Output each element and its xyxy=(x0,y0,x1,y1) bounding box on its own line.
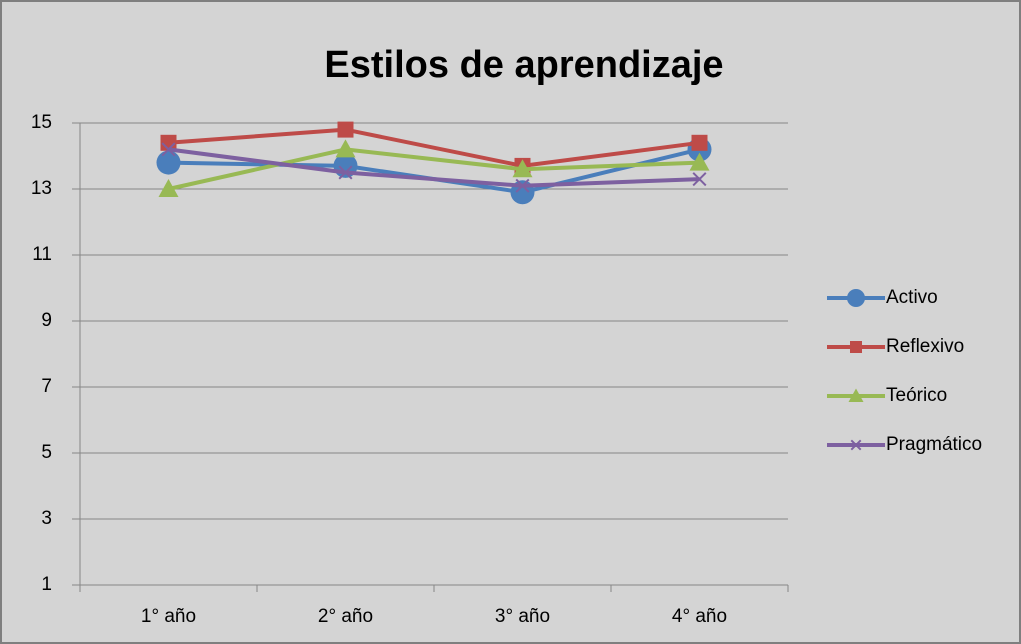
x-tick-label: 2° año xyxy=(318,606,373,627)
marker xyxy=(848,388,864,402)
series-line xyxy=(168,147,700,188)
legend-label: Pragmático xyxy=(886,434,982,455)
marker xyxy=(337,121,354,138)
series-line xyxy=(168,127,700,168)
y-tick-label: 13 xyxy=(31,178,52,199)
series-line xyxy=(168,147,700,191)
marker xyxy=(689,152,710,171)
marker xyxy=(512,159,533,178)
marker xyxy=(338,165,353,180)
marker xyxy=(158,179,179,197)
marker xyxy=(691,134,708,151)
marker xyxy=(850,439,862,451)
marker xyxy=(692,172,707,187)
legend-label: Reflexivo xyxy=(886,336,964,357)
x-tick-label: 3° año xyxy=(495,606,550,627)
y-tick-label: 7 xyxy=(41,376,52,397)
marker xyxy=(515,178,530,193)
chart-title: Estilos de aprendizaje xyxy=(324,44,723,86)
legend-label: Activo xyxy=(886,287,938,308)
x-tick-label: 4° año xyxy=(672,606,727,627)
marker xyxy=(156,150,181,175)
marker xyxy=(161,142,176,157)
y-tick-label: 9 xyxy=(41,310,52,331)
marker xyxy=(850,341,862,353)
y-tick-label: 15 xyxy=(31,112,52,133)
legend-label: Teórico xyxy=(886,385,947,406)
marker xyxy=(847,289,865,307)
y-tick-label: 11 xyxy=(32,244,52,265)
y-tick-label: 1 xyxy=(41,574,52,595)
marker xyxy=(335,139,356,158)
x-tick-label: 1° año xyxy=(141,606,196,627)
y-tick-label: 3 xyxy=(41,508,52,529)
y-tick-label: 5 xyxy=(41,442,52,463)
